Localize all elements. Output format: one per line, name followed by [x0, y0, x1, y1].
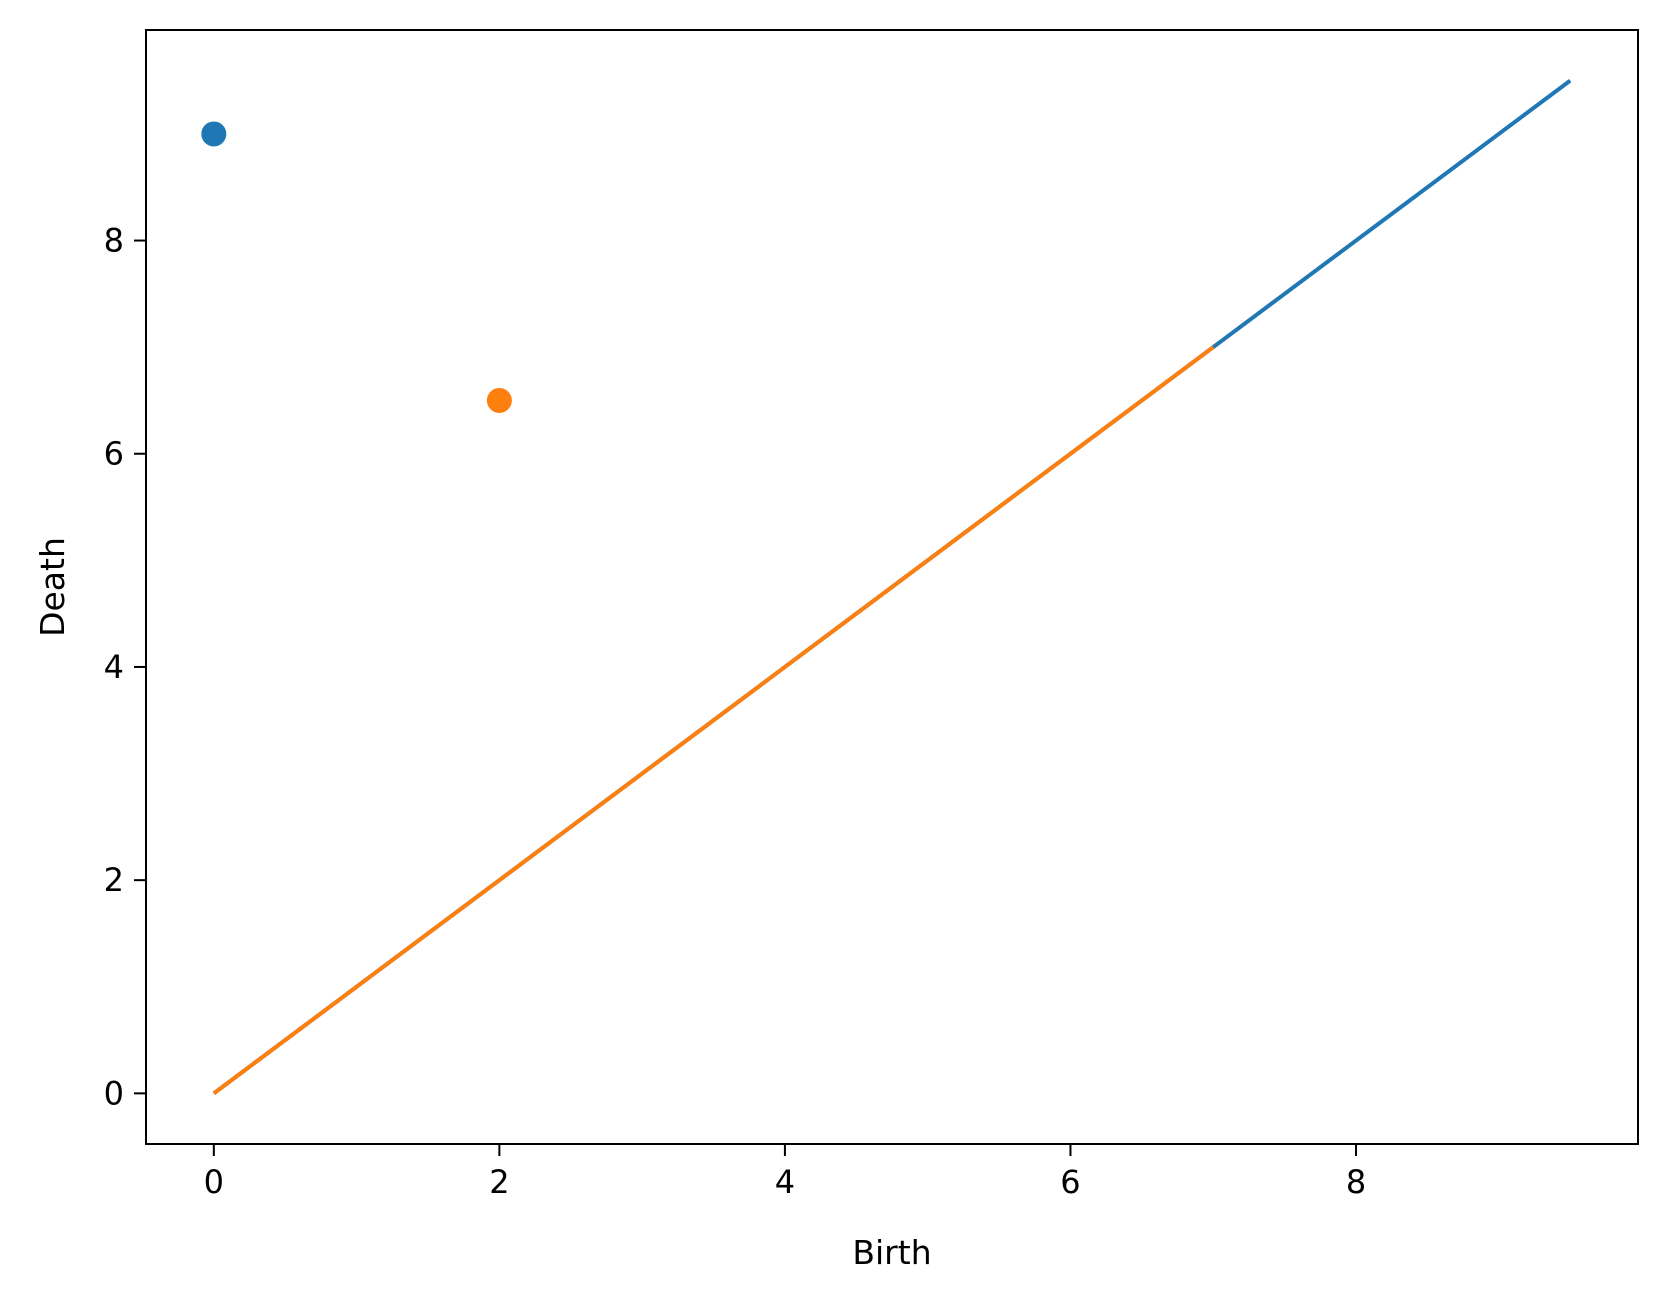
data-point-0-0 [201, 121, 227, 147]
y-tick-label-2: 4 [104, 648, 124, 686]
y-tick-label-3: 6 [104, 435, 124, 473]
data-point-1-0 [486, 387, 512, 413]
diagonal-line-1 [212, 345, 1215, 1095]
x-axis-ticks: 0 2 4 6 8 [204, 1144, 1366, 1201]
x-axis-label: Birth [852, 1233, 931, 1272]
x-tick-label-4: 8 [1346, 1163, 1366, 1201]
x-tick-label-2: 4 [775, 1163, 795, 1201]
y-tick-label-0: 0 [104, 1074, 124, 1112]
x-tick-label-0: 0 [204, 1163, 224, 1201]
y-tick-label-4: 8 [104, 222, 124, 260]
x-tick-label-1: 2 [489, 1163, 509, 1201]
plot-frame [145, 29, 1639, 1145]
y-axis-ticks: 0 2 4 6 8 [104, 222, 146, 1112]
y-axis-label: Death [33, 537, 72, 637]
series-layer [201, 79, 1572, 1095]
x-tick-label-3: 6 [1060, 1163, 1080, 1201]
y-tick-label-1: 2 [104, 861, 124, 899]
